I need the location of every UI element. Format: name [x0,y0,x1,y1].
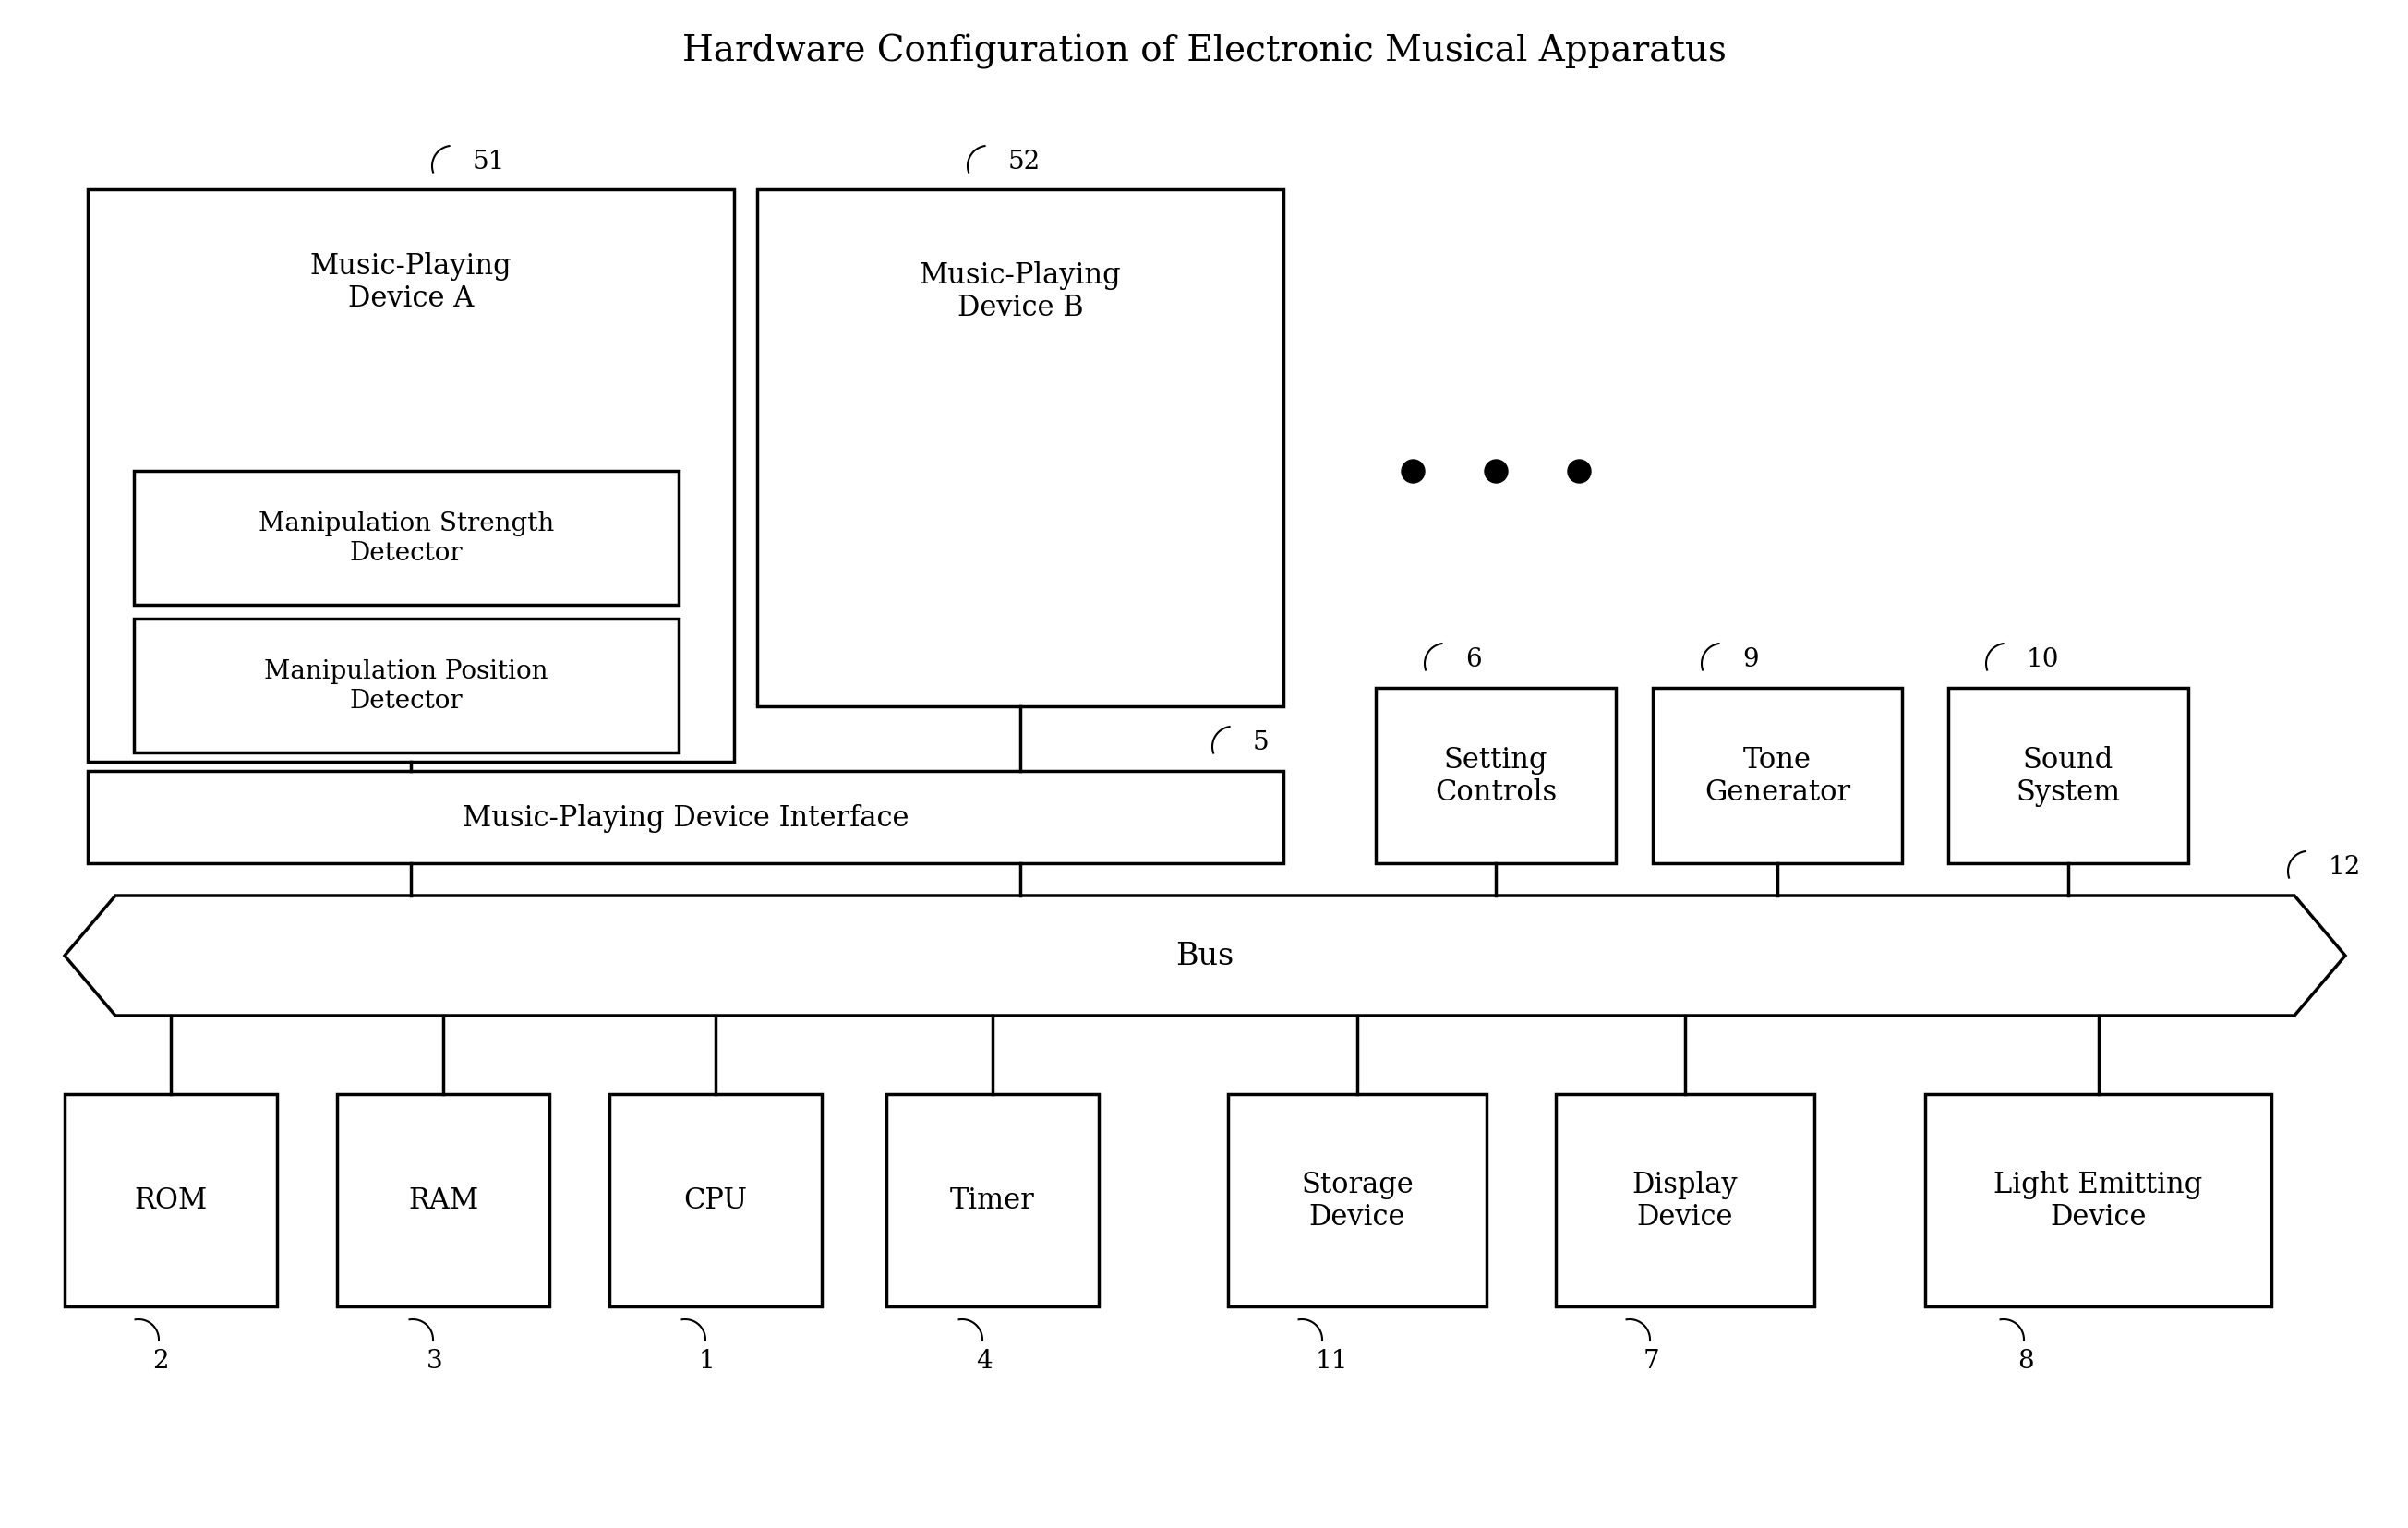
Text: Music-Playing
Device B: Music-Playing Device B [920,261,1122,322]
Text: 1: 1 [698,1348,715,1374]
Text: 52: 52 [1009,150,1040,174]
Text: Music-Playing
Device A: Music-Playing Device A [311,252,513,313]
Text: CPU: CPU [684,1186,746,1215]
Bar [1228,1094,1486,1306]
Bar [886,1094,1098,1306]
Bar [65,1094,277,1306]
Polygon shape [65,895,2345,1016]
Text: Hardware Configuration of Electronic Musical Apparatus: Hardware Configuration of Electronic Mus… [681,34,1727,69]
Bar [135,472,679,605]
Text: Tone
Generator: Tone Generator [1705,746,1849,807]
Text: Manipulation Position
Detector: Manipulation Position Detector [265,659,549,714]
Text: 51: 51 [472,150,506,174]
Bar [87,189,734,762]
Text: 6: 6 [1466,646,1481,672]
Bar [1924,1094,2271,1306]
Text: 8: 8 [2018,1348,2035,1374]
Text: 12: 12 [2329,854,2362,879]
Bar [87,772,1283,863]
Text: Display
Device: Display Device [1633,1169,1739,1232]
Bar [1652,688,1902,863]
Bar [135,619,679,753]
Text: Sound
System: Sound System [2015,746,2121,807]
Text: 7: 7 [1645,1348,1659,1374]
Text: 2: 2 [152,1348,169,1374]
Bar [609,1094,821,1306]
Text: 3: 3 [426,1348,443,1374]
Text: Light Emitting
Device: Light Emitting Device [1994,1169,2203,1232]
Text: 5: 5 [1252,730,1269,755]
Text: Setting
Controls: Setting Controls [1435,746,1558,807]
Text: 9: 9 [1743,646,1758,672]
Text: 4: 4 [975,1348,992,1374]
Text: Music-Playing Device Interface: Music-Playing Device Interface [462,804,908,831]
Text: Storage
Device: Storage Device [1300,1169,1413,1232]
Text: Manipulation Strength
Detector: Manipulation Strength Detector [258,512,554,565]
Bar [337,1094,549,1306]
Bar [756,189,1283,707]
Text: Timer: Timer [951,1186,1035,1215]
Bar [1556,1094,1813,1306]
Bar [1375,688,1616,863]
Text: RAM: RAM [407,1186,479,1215]
Bar [1948,688,2189,863]
Text: 11: 11 [1315,1348,1348,1374]
Text: ROM: ROM [135,1186,207,1215]
Text: 10: 10 [2028,646,2059,672]
Text: Bus: Bus [1175,941,1235,970]
